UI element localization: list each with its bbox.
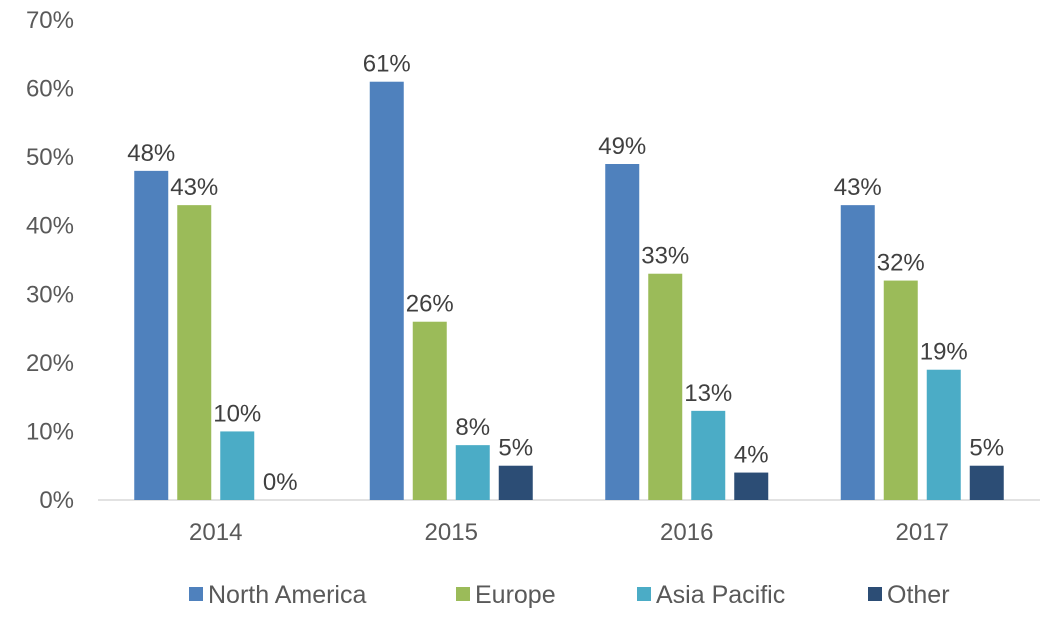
legend-label: Other (887, 581, 950, 609)
bar-asia-pacific-2015 (455, 445, 490, 500)
data-label: 43% (170, 174, 218, 201)
x-axis-tick-labels: 2014 2015 2016 2017 (189, 519, 949, 546)
legend-item-asia-pacific: Asia Pacific (637, 581, 785, 609)
data-label: 26% (406, 291, 454, 318)
bar-other-2015 (498, 465, 533, 500)
data-label: 32% (877, 250, 925, 277)
x-tick-label: 2014 (189, 519, 242, 546)
data-label: 5% (498, 435, 533, 462)
data-label: 19% (920, 339, 968, 366)
data-label: 10% (213, 400, 261, 427)
bar-asia-pacific-2017 (926, 369, 961, 500)
data-label: 5% (969, 435, 1004, 462)
y-tick-label: 30% (26, 281, 74, 308)
y-tick-label: 40% (26, 213, 74, 240)
y-tick-label: 20% (26, 350, 74, 377)
data-label: 4% (734, 442, 769, 469)
bar-north-america-2016 (605, 164, 640, 500)
x-tick-label: 2015 (425, 519, 478, 546)
bar-north-america-2015 (369, 81, 404, 500)
data-label: 13% (684, 380, 732, 407)
legend-swatch (637, 587, 651, 601)
legend-item-europe: Europe (456, 581, 556, 609)
bar-asia-pacific-2016 (691, 410, 726, 500)
data-label: 49% (598, 133, 646, 160)
legend-label: North America (208, 581, 366, 609)
data-label: 61% (363, 51, 411, 78)
bar-asia-pacific-2014 (220, 431, 255, 500)
legend-item-north-america: North America (189, 581, 366, 609)
bar-north-america-2014 (134, 170, 169, 500)
bar-europe-2015 (412, 321, 447, 500)
bar-north-america-2017 (840, 205, 875, 500)
bars-group (134, 81, 1004, 500)
data-label: 43% (834, 174, 882, 201)
x-tick-label: 2016 (660, 519, 713, 546)
data-labels-group: 48% 43% 10% 0% 61% 26% 8% 5% 49% 33% 13% 4% 43% 32% 19… (127, 51, 1004, 496)
data-label: 0% (263, 469, 298, 496)
bar-europe-2016 (648, 273, 683, 500)
legend-swatch (456, 587, 470, 601)
data-label: 48% (127, 140, 175, 167)
x-tick-label: 2017 (896, 519, 949, 546)
bar-other-2016 (734, 472, 769, 500)
legend-label: Europe (475, 581, 556, 609)
y-tick-label: 60% (26, 76, 74, 103)
y-tick-label: 0% (39, 487, 74, 514)
y-axis-tick-labels: 0% 10% 20% 30% 40% 50% 60% 70% (26, 7, 74, 514)
y-tick-label: 10% (26, 418, 74, 445)
y-tick-label: 70% (26, 7, 74, 34)
y-tick-label: 50% (26, 144, 74, 171)
bar-europe-2014 (177, 205, 212, 500)
bar-other-2017 (969, 465, 1004, 500)
legend-swatch (189, 587, 203, 601)
legend-label: Asia Pacific (656, 581, 785, 609)
data-label: 8% (455, 414, 490, 441)
legend-item-other: Other (868, 581, 950, 609)
data-label: 33% (641, 243, 689, 270)
legend-swatch (868, 587, 882, 601)
bar-europe-2017 (883, 280, 918, 500)
legend: North America Europe Asia Pacific Other (189, 581, 950, 609)
